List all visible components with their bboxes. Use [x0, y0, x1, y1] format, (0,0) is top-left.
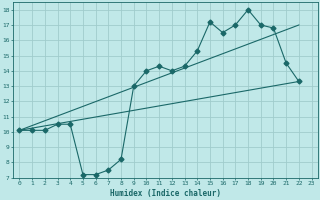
X-axis label: Humidex (Indice chaleur): Humidex (Indice chaleur) — [110, 189, 221, 198]
